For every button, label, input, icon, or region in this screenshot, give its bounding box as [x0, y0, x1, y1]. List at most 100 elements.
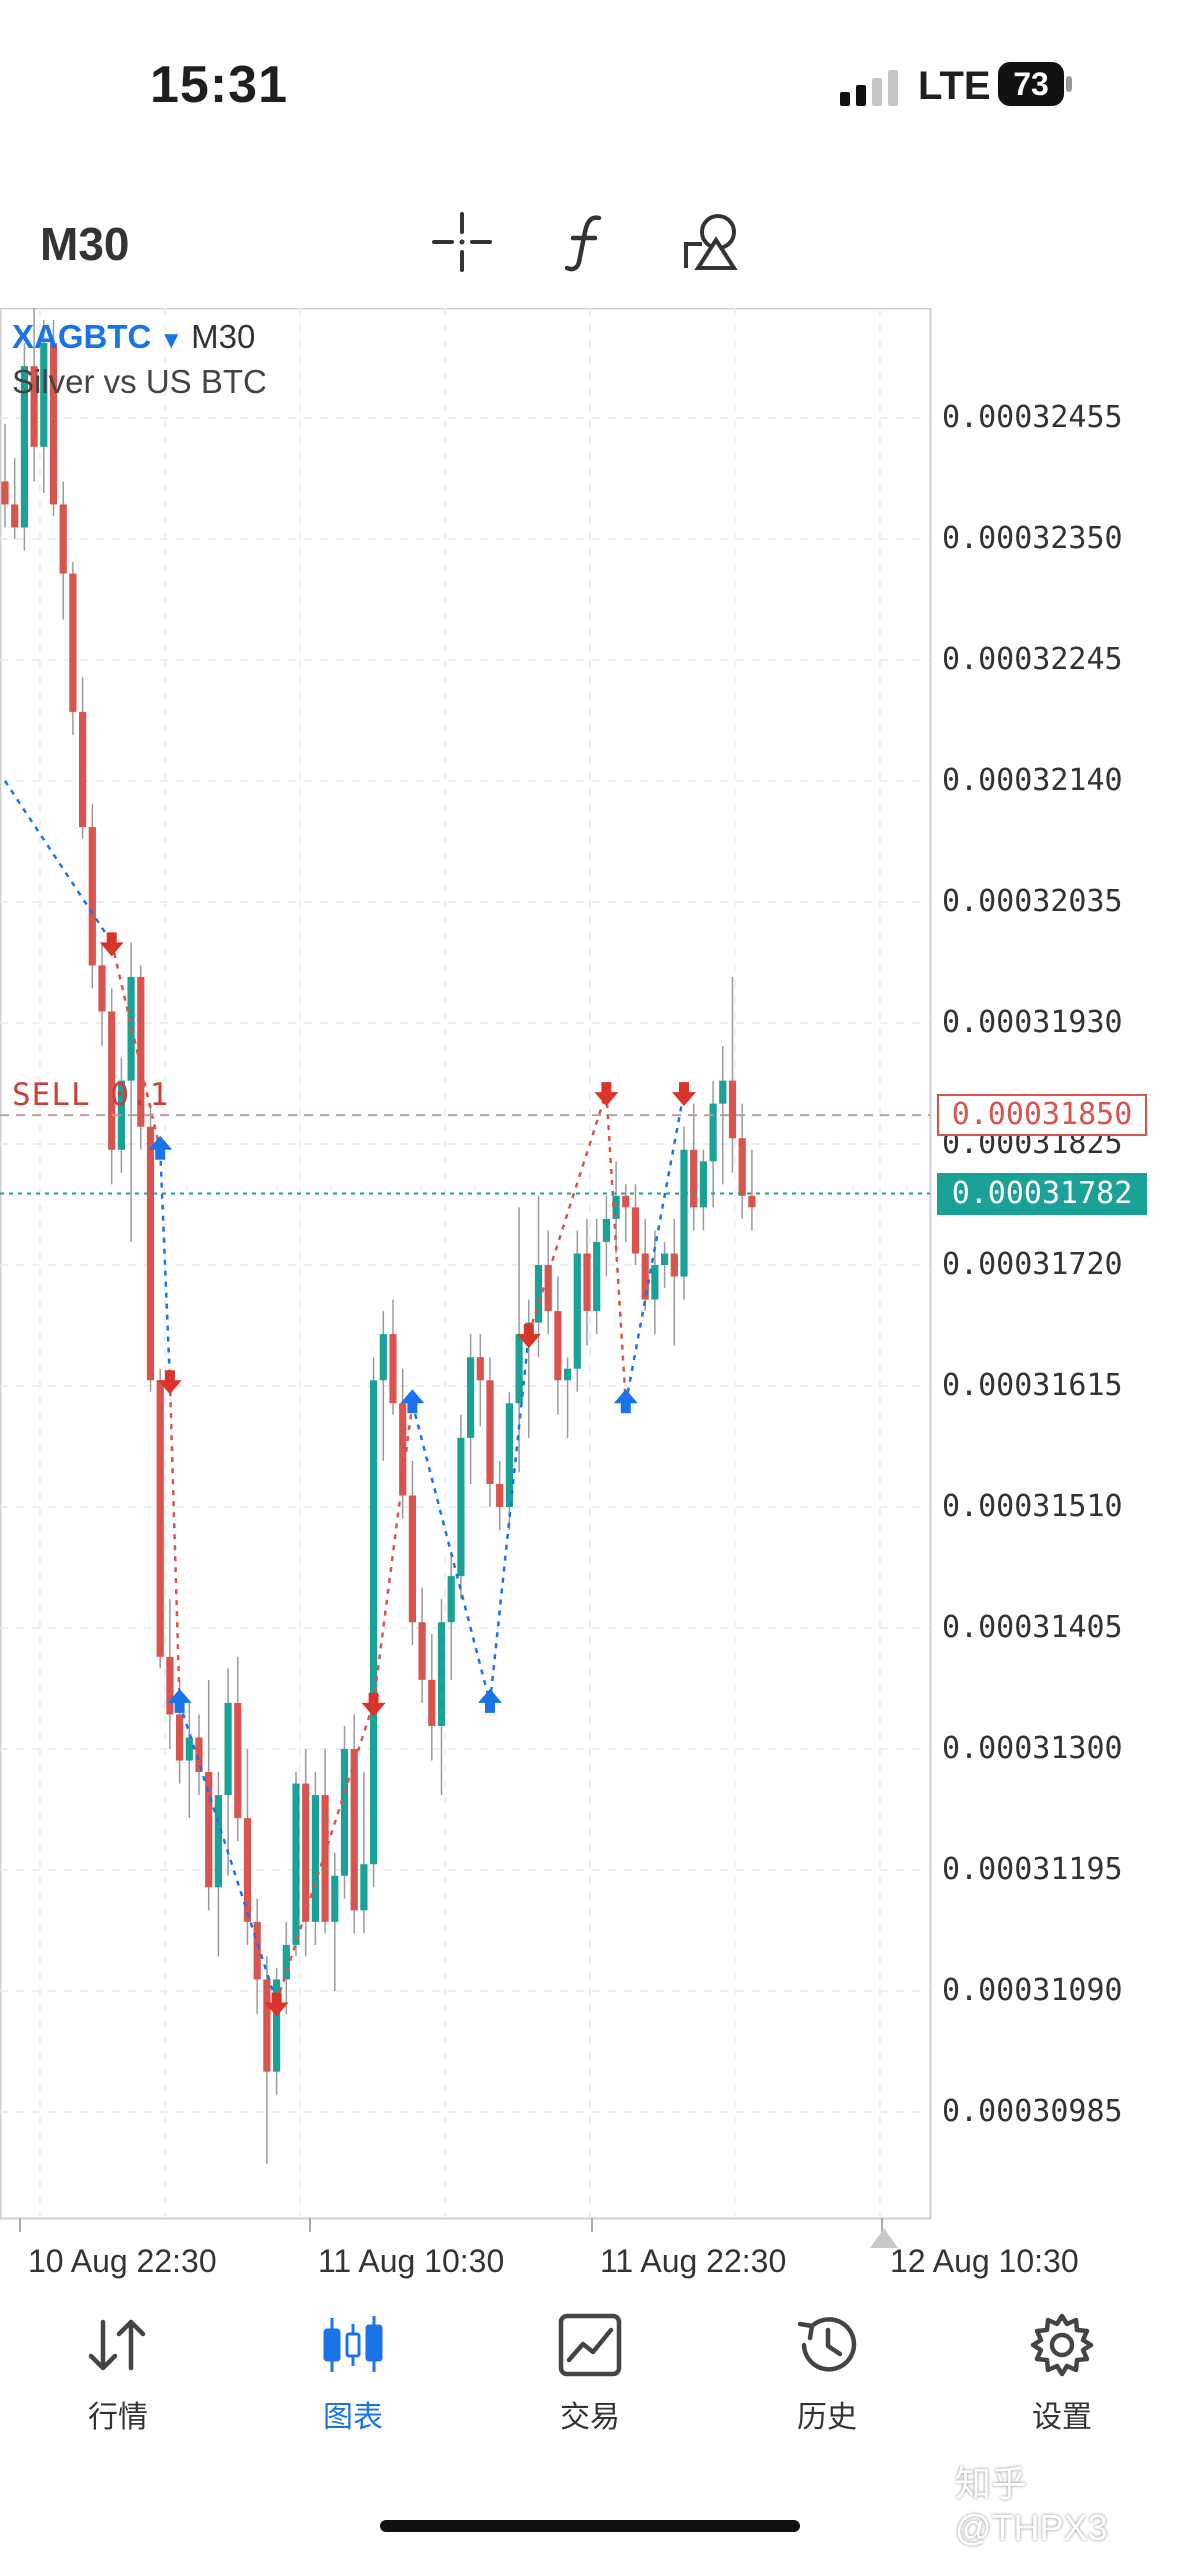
sell-arrow-icon[interactable]: [672, 1082, 696, 1107]
candle-body[interactable]: [680, 1149, 688, 1277]
candle-body[interactable]: [748, 1195, 756, 1208]
candle-body[interactable]: [1, 481, 9, 505]
candle-body[interactable]: [496, 1483, 504, 1507]
candle-body[interactable]: [564, 1368, 572, 1381]
candlestick-chart[interactable]: [0, 308, 1179, 2268]
nav-settings[interactable]: 设置: [972, 2290, 1152, 2440]
candle-body[interactable]: [243, 1818, 252, 1922]
nav-chart[interactable]: 图表: [263, 2290, 443, 2440]
buy-arrow-icon[interactable]: [167, 1688, 192, 1713]
candle-body[interactable]: [457, 1437, 465, 1577]
candle-body[interactable]: [311, 1795, 319, 1922]
candle-body[interactable]: [583, 1253, 591, 1312]
candle-body[interactable]: [418, 1622, 426, 1680]
candle-body[interactable]: [214, 1795, 222, 1888]
candle-body[interactable]: [622, 1195, 630, 1208]
candle-body[interactable]: [59, 504, 67, 574]
candle-body[interactable]: [534, 1265, 543, 1323]
candle-body[interactable]: [98, 965, 106, 1012]
candle-body[interactable]: [709, 1103, 717, 1162]
candle-body[interactable]: [631, 1207, 640, 1254]
home-indicator[interactable]: [380, 2520, 800, 2532]
candle-body[interactable]: [321, 1795, 329, 1922]
candle-body[interactable]: [593, 1241, 601, 1312]
candle-body[interactable]: [282, 1944, 290, 1980]
buy-arrow-icon[interactable]: [613, 1389, 638, 1414]
indicator-function-icon[interactable]: [555, 210, 619, 274]
candle-body[interactable]: [302, 1783, 310, 1922]
candle-body[interactable]: [224, 1702, 232, 1796]
candle-body[interactable]: [185, 1737, 193, 1761]
candle-body[interactable]: [40, 343, 48, 447]
candle-body[interactable]: [612, 1195, 620, 1219]
candle-body[interactable]: [467, 1357, 475, 1438]
candle-body[interactable]: [156, 1380, 164, 1657]
candle-body[interactable]: [30, 366, 38, 447]
candle-body[interactable]: [350, 1749, 358, 1911]
candle-body[interactable]: [340, 1749, 349, 1876]
symbol-name[interactable]: XAGBTC: [12, 318, 152, 355]
candle-body[interactable]: [670, 1253, 678, 1277]
candle-body[interactable]: [11, 504, 19, 528]
candle-body[interactable]: [738, 1138, 746, 1196]
candle-body[interactable]: [370, 1380, 378, 1865]
candle-body[interactable]: [447, 1576, 455, 1623]
candle-body[interactable]: [389, 1334, 397, 1404]
candle-body[interactable]: [554, 1311, 562, 1381]
candle-body[interactable]: [273, 1979, 281, 2072]
symbol-dropdown-icon[interactable]: ▼: [159, 327, 184, 354]
candle-body[interactable]: [573, 1253, 581, 1369]
sell-arrow-icon[interactable]: [516, 1324, 541, 1349]
chart-shift-marker-icon[interactable]: [870, 2228, 898, 2248]
candle-body[interactable]: [331, 1875, 339, 1922]
sell-arrow-icon[interactable]: [361, 1692, 386, 1717]
candle-body[interactable]: [146, 1126, 155, 1381]
candle-body[interactable]: [263, 1979, 271, 2072]
candle-body[interactable]: [505, 1403, 513, 1507]
candle-body[interactable]: [476, 1357, 484, 1381]
chart-panel[interactable]: XAGBTC ▼ M30 Silver vs US BTC 0.00032455 0.…: [0, 308, 1179, 2279]
candle-body[interactable]: [408, 1495, 416, 1623]
candle-body[interactable]: [117, 1080, 125, 1150]
objects-shapes-icon[interactable]: [680, 210, 744, 274]
candle-body[interactable]: [719, 1080, 727, 1104]
candle-body[interactable]: [486, 1380, 494, 1484]
candle-body[interactable]: [699, 1161, 707, 1208]
order-line-label[interactable]: SELL 0.1: [12, 1077, 170, 1114]
candle-body[interactable]: [428, 1679, 436, 1726]
candle-body[interactable]: [79, 711, 87, 828]
sell-arrow-icon[interactable]: [99, 932, 124, 957]
sell-arrow-icon[interactable]: [264, 1992, 289, 2017]
candle-body[interactable]: [544, 1265, 552, 1312]
candle-body[interactable]: [641, 1253, 649, 1300]
sell-arrow-icon[interactable]: [594, 1082, 619, 1107]
candle-body[interactable]: [20, 366, 28, 528]
sell-arrow-icon[interactable]: [157, 1370, 182, 1395]
nav-history[interactable]: 历史: [737, 2290, 917, 2440]
symbol-header[interactable]: XAGBTC ▼ M30: [12, 318, 255, 356]
candle-body[interactable]: [651, 1265, 659, 1300]
candle-body[interactable]: [205, 1772, 213, 1888]
candle-body[interactable]: [108, 1011, 116, 1150]
candle-body[interactable]: [234, 1702, 242, 1819]
buy-arrow-icon[interactable]: [400, 1389, 425, 1414]
candle-body[interactable]: [69, 573, 77, 712]
buy-arrow-icon[interactable]: [478, 1688, 502, 1713]
candle-body[interactable]: [176, 1714, 184, 1761]
buy-arrow-icon[interactable]: [148, 1135, 173, 1160]
candle-body[interactable]: [399, 1403, 407, 1496]
candle-body[interactable]: [379, 1334, 387, 1381]
candle-body[interactable]: [166, 1656, 174, 1715]
candle-body[interactable]: [728, 1080, 737, 1139]
candle-body[interactable]: [437, 1622, 446, 1726]
nav-trade[interactable]: 交易: [500, 2290, 680, 2440]
candle-body[interactable]: [690, 1149, 698, 1208]
candle-body[interactable]: [137, 976, 145, 1127]
candle-body[interactable]: [602, 1218, 610, 1242]
crosshair-icon[interactable]: [430, 210, 494, 274]
candle-body[interactable]: [292, 1783, 300, 1945]
nav-quotes[interactable]: 行情: [28, 2290, 208, 2440]
candle-body[interactable]: [253, 1921, 261, 1980]
timeframe-selector[interactable]: M30: [40, 218, 130, 270]
candle-body[interactable]: [360, 1864, 368, 1911]
